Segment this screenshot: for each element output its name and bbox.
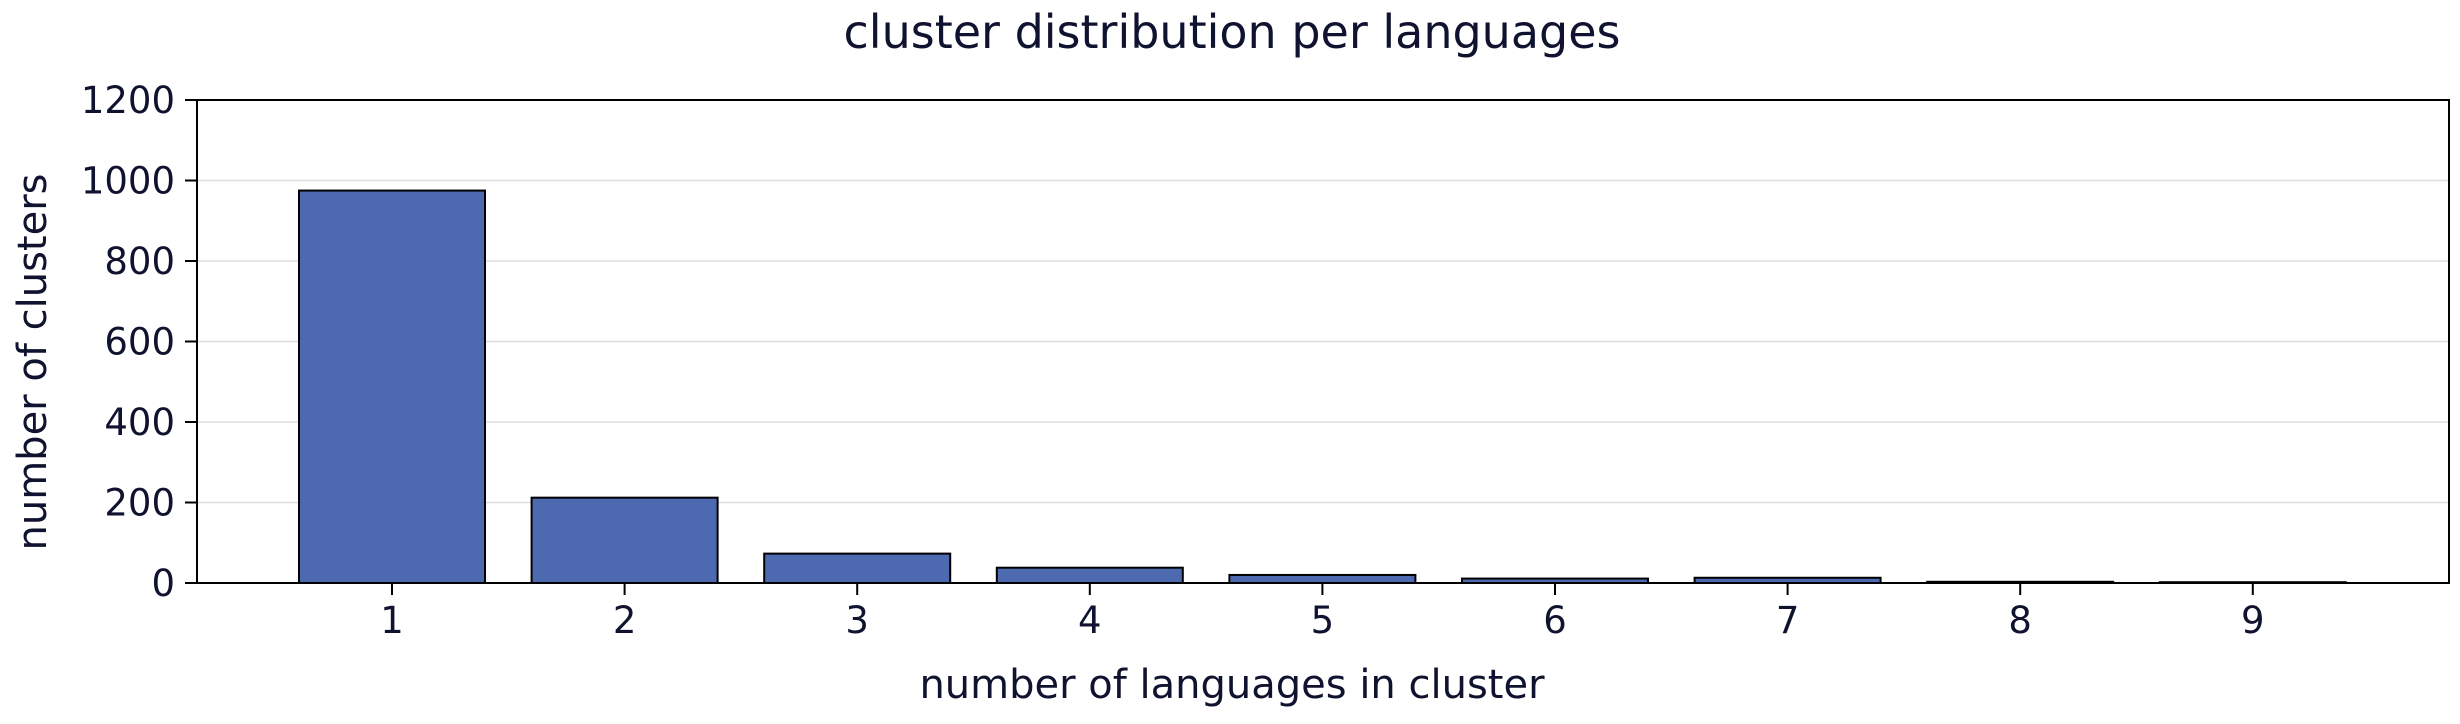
y-tick-label: 1000	[81, 160, 175, 203]
bar-4	[995, 566, 1184, 585]
bar-1	[298, 189, 486, 584]
x-tick-label: 3	[845, 599, 869, 642]
y-tick-label: 200	[104, 482, 175, 525]
x-tick-label: 7	[1776, 599, 1800, 642]
y-tick-label: 800	[104, 240, 175, 283]
x-tick-label: 6	[1543, 599, 1567, 642]
bar-2	[530, 496, 719, 585]
x-axis-ticks: 1 2 3 4 5 6 7 8 9	[380, 583, 2265, 642]
y-tick-label: 0	[151, 562, 175, 605]
x-tick-label: 8	[2008, 599, 2032, 642]
x-tick-label: 4	[1078, 599, 1102, 642]
bar-3	[763, 552, 952, 584]
y-tick-label: 1200	[81, 79, 175, 122]
x-tick-label: 2	[613, 599, 637, 642]
chart-title: cluster distribution per languages	[844, 5, 1621, 59]
y-axis-label: number of clusters	[10, 174, 56, 551]
y-tick-label: 400	[104, 401, 175, 444]
x-tick-label: 5	[1311, 599, 1335, 642]
grid-lines	[197, 179, 2449, 504]
x-tick-label: 9	[2241, 599, 2265, 642]
bar-5	[1228, 573, 1417, 585]
y-tick-label: 600	[104, 321, 175, 364]
x-tick-label: 1	[380, 599, 404, 642]
y-axis-ticks: 0 200 400 600 800 1000 1200	[81, 79, 197, 605]
bars	[298, 189, 2347, 585]
x-axis-label: number of languages in cluster	[919, 662, 1545, 708]
